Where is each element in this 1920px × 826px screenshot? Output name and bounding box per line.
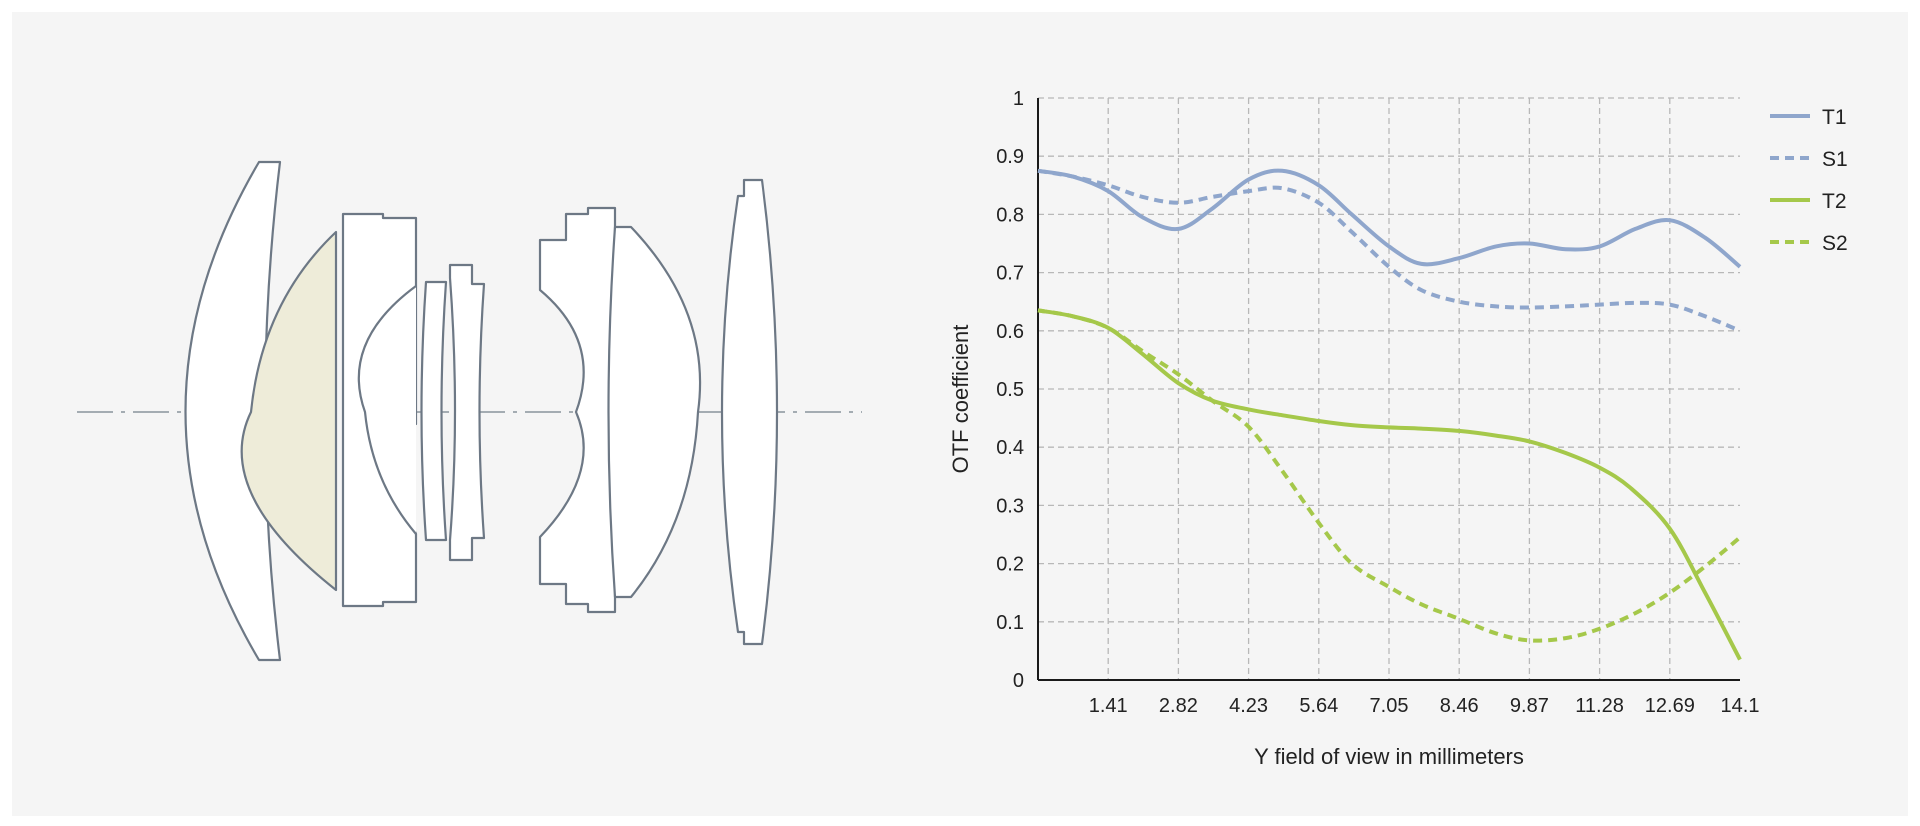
lens-element-4 (420, 280, 448, 542)
y-tick-label: 0.1 (996, 612, 1024, 634)
x-axis-title: Y field of view in millimeters (1254, 744, 1524, 769)
mtf-chart: 0 0.1 0.2 0.3 0.4 0.5 0.6 0.7 0.8 0.9 1 1.41 2.82 4.2… (948, 88, 1848, 769)
lens-element-2 (240, 230, 338, 592)
legend-label-s1: S1 (1822, 148, 1848, 171)
lens-element-3-concave (357, 285, 417, 535)
x-tick-label: 14.1 (1721, 695, 1760, 717)
chart-grid (1038, 97, 1740, 680)
series-line-t1 (1037, 168, 1742, 269)
y-tick-label: 0.9 (996, 146, 1024, 168)
x-tick-label: 5.64 (1299, 695, 1338, 717)
lens-diagram (77, 160, 862, 662)
chart-legend: T1 S1 T2 S2 (1770, 106, 1848, 255)
chart-axes (1037, 98, 1740, 681)
x-tick-label: 9.87 (1510, 695, 1549, 717)
y-tick-label: 0.7 (996, 263, 1024, 285)
y-tick-label: 0.3 (996, 495, 1024, 517)
chart-series (1037, 168, 1742, 661)
lens-element-1 (184, 160, 282, 662)
chart-tick-labels: 0 0.1 0.2 0.3 0.4 0.5 0.6 0.7 0.8 0.9 1 1.41 2.82 4.2… (996, 88, 1759, 717)
x-tick-label: 12.69 (1645, 695, 1695, 717)
lens-element-8 (720, 178, 779, 646)
figure-panel: 0 0.1 0.2 0.3 0.4 0.5 0.6 0.7 0.8 0.9 1 1.41 2.82 4.2… (12, 12, 1908, 816)
y-tick-label: 0.2 (996, 554, 1024, 576)
y-tick-label: 0.5 (996, 379, 1024, 401)
x-tick-label: 1.41 (1089, 695, 1128, 717)
legend-label-t2: T2 (1822, 190, 1847, 213)
legend-label-s2: S2 (1822, 232, 1848, 255)
series-line-s2 (1037, 308, 1742, 643)
x-tick-label: 11.28 (1575, 695, 1624, 717)
y-tick-label: 0.8 (996, 204, 1024, 226)
y-tick-label: 0 (1013, 670, 1024, 692)
legend-label-t1: T1 (1822, 106, 1847, 129)
lens-element-5 (448, 263, 486, 562)
y-tick-label: 0.6 (996, 321, 1024, 343)
x-tick-label: 2.82 (1159, 695, 1198, 717)
lens-element-7 (607, 225, 702, 599)
x-tick-label: 7.05 (1370, 695, 1409, 717)
y-axis-title: OTF coefficient (948, 325, 973, 474)
y-tick-label: 1 (1013, 88, 1024, 110)
x-tick-label: 8.46 (1440, 695, 1479, 717)
x-tick-label: 4.23 (1229, 695, 1268, 717)
figure-canvas: 0 0.1 0.2 0.3 0.4 0.5 0.6 0.7 0.8 0.9 1 1.41 2.82 4.2… (77, 88, 1848, 769)
lens-element-6 (538, 206, 617, 614)
y-tick-label: 0.4 (996, 437, 1024, 459)
series-line-t2 (1037, 308, 1742, 661)
